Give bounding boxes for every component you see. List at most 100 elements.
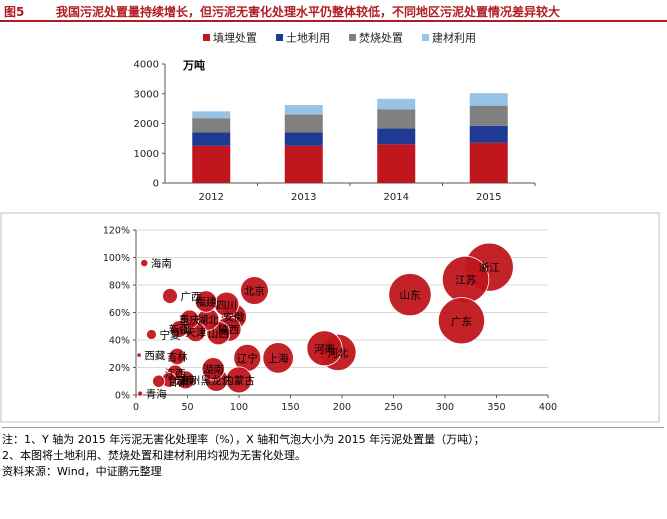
bubble-label: 云南 [175, 374, 196, 387]
figure-title-bar: 图5 我国污泥处置量持续增长，但污泥无害化处理水平仍整体较低，不同地区污泥处置情… [0, 0, 667, 22]
bubble-x-tick-label: 350 [487, 402, 505, 413]
bubble-label: 山东 [399, 289, 420, 302]
bubble-x-tick-label: 100 [230, 402, 248, 413]
bar-legend: 填埋处置 土地利用 焚烧处置 建材利用 [203, 31, 476, 45]
bubble-point [136, 352, 142, 358]
bubble-label: 河南 [314, 342, 335, 355]
bar-x-tick-label: 2015 [476, 192, 501, 203]
source-line: 资料来源：Wind，中证鹏元整理 [2, 465, 162, 478]
bar-segment [377, 98, 416, 110]
bar-segment [377, 144, 416, 183]
bubble-point [437, 297, 485, 345]
bubble-label: 湖北 [198, 314, 219, 326]
bubble-y-tick-label: 120% [103, 226, 130, 237]
bubble-y-tick-label: 80% [109, 281, 130, 292]
bubble-x-tick-label: 0 [133, 402, 139, 413]
note-line-1: 注：1、Y 轴为 2015 年污泥无害化处理率（%），X 轴和气泡大小为 201… [2, 433, 485, 446]
bubble-label: 四川 [216, 299, 237, 311]
bubble-label: 天津 [185, 327, 206, 339]
bar-segment [192, 118, 231, 133]
bar-y-tick-label: 3000 [134, 89, 159, 100]
bar-segment [469, 125, 508, 143]
bubble-label: 重庆 [179, 313, 200, 326]
bar-x-tick-label: 2014 [384, 192, 409, 203]
bubble-y-tick-label: 0% [115, 391, 130, 402]
bubble-point [201, 357, 225, 381]
bar-segment [284, 132, 323, 146]
bubble-x-tick-label: 200 [333, 402, 351, 413]
bubble-label: 江苏 [455, 274, 476, 287]
bubble-x-tick-label: 250 [384, 402, 402, 413]
bubble-point [240, 276, 269, 305]
bubble-y-tick-label: 40% [109, 336, 130, 347]
bubble-point [140, 258, 149, 268]
bubble-point [388, 273, 432, 317]
bubble-x-tick-label: 50 [181, 402, 193, 413]
bar-segment [469, 105, 508, 126]
legend-label: 土地利用 [286, 32, 330, 45]
bubble-label: 广西 [180, 291, 201, 303]
bubble-label: 辽宁 [237, 352, 258, 365]
legend-swatch [349, 34, 356, 41]
note-line-2: 2、本图将土地利用、焚烧处置和建材利用均视为无害化处理。 [2, 449, 306, 462]
bar-series [192, 93, 508, 183]
bar-segment [192, 145, 231, 183]
bubble-x-tick-label: 400 [539, 402, 557, 413]
bubble-label: 内蒙古 [223, 374, 255, 387]
bubble-point [194, 290, 218, 313]
bubble-point [262, 342, 294, 374]
bar-y-tick-label: 4000 [134, 60, 159, 71]
bubble-y-tick-label: 60% [109, 308, 130, 319]
bar-segment [469, 93, 508, 106]
bar-segment [192, 111, 231, 119]
bubble-chart: 0% 20% 40% 60% 80% 100% 120% 0 50 100 150 200 250 300… [0, 212, 660, 423]
bar-y-tick-label: 2000 [134, 119, 159, 130]
bubble-label: 福建 [196, 296, 217, 309]
bubble-y-tick-label: 100% [103, 253, 130, 264]
bubble-label: 江西 [165, 368, 186, 380]
legend-label: 焚烧处置 [359, 32, 403, 45]
bubble-point [137, 390, 144, 397]
bubble-label: 青海 [146, 388, 167, 401]
bubble-label: 上海 [268, 352, 289, 365]
bubble-chart-frame [0, 212, 660, 423]
figure-number: 图5 [4, 5, 25, 19]
bar-segment [192, 132, 231, 146]
bubble-y-tick-label: 20% [109, 363, 130, 374]
bubble-label: 陕西 [218, 323, 239, 336]
bubble-x-tick-label: 300 [436, 402, 454, 413]
bar-x-tick-label: 2013 [291, 192, 316, 203]
bar-segment [284, 105, 323, 115]
bar-x-tick-label: 2012 [199, 192, 224, 203]
bar-segment [284, 145, 323, 183]
bubble-point [146, 329, 157, 340]
bar-y-tick-label: 1000 [134, 149, 159, 160]
bar-segment [377, 109, 416, 129]
legend-swatch [422, 34, 429, 41]
notes: 注：1、Y 轴为 2015 年污泥无害化处理率（%），X 轴和气泡大小为 201… [2, 427, 664, 480]
bubble-label: 山西 [208, 328, 229, 340]
bubble-label: 宁夏 [159, 329, 180, 342]
bubble-label: 海南 [151, 257, 172, 270]
bubble-point [170, 320, 189, 338]
bar-segment [469, 142, 508, 183]
legend-swatch [203, 34, 210, 41]
bubble-label: 甘肃 [168, 375, 189, 388]
bar-y-tick-label: 0 [153, 179, 159, 190]
bubble-label: 黑龙江 [201, 374, 233, 387]
bubble-label: 河北 [327, 347, 348, 359]
bar-segment [377, 128, 416, 145]
bubble-point [152, 374, 166, 388]
figure-title: 我国污泥处置量持续增长，但污泥无害化处理水平仍整体较低，不同地区污泥处置情况差异… [56, 5, 561, 19]
bubble-label: 贵州 [179, 374, 200, 387]
bubble-point [306, 330, 343, 367]
bubble-label: 安徽 [223, 311, 244, 324]
bubble-label: 广东 [451, 315, 472, 328]
bubble-label: 新疆 [169, 323, 190, 336]
legend-label: 建材利用 [432, 31, 476, 45]
bubble-point [162, 288, 178, 304]
bubble-label: 湖南 [203, 363, 224, 376]
bubble-point [168, 347, 186, 366]
legend-swatch [276, 34, 283, 41]
